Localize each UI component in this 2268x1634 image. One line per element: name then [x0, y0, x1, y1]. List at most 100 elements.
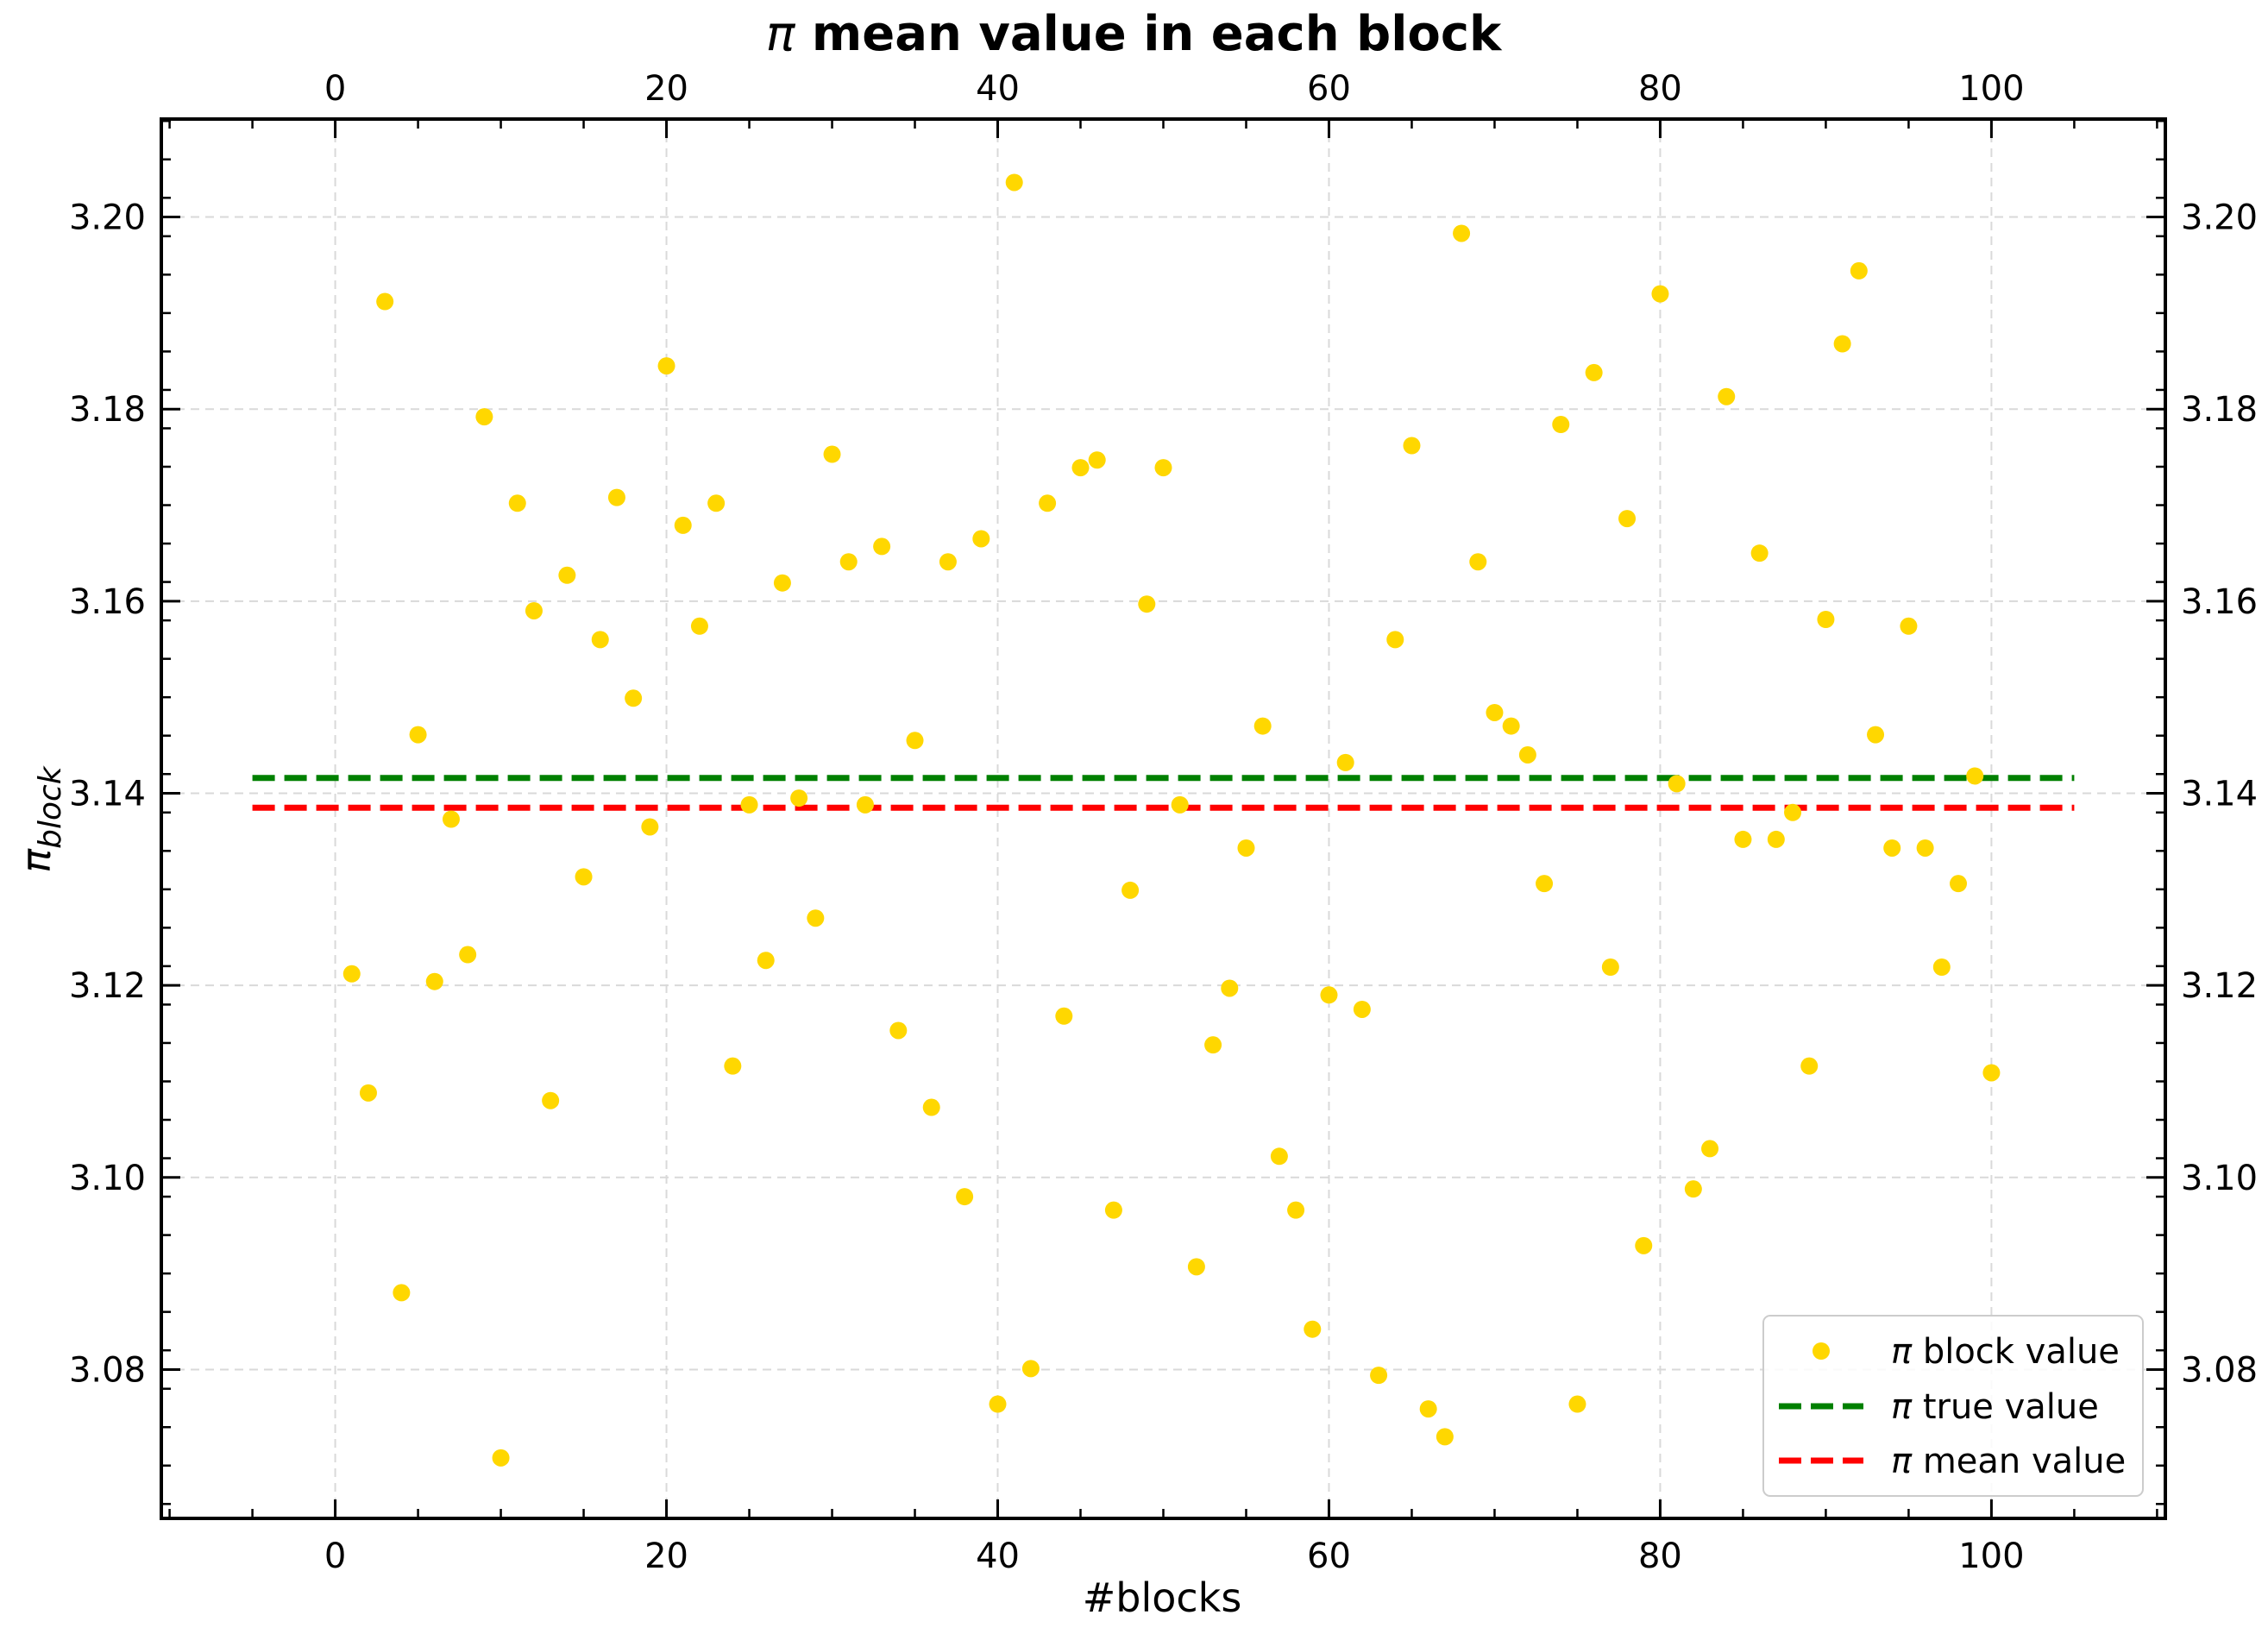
- x-tick-label-bottom: 80: [1638, 1537, 1682, 1576]
- block-value-point: [1187, 1258, 1205, 1276]
- block-value-point: [625, 689, 643, 707]
- block-value-point: [1370, 1367, 1388, 1385]
- legend-label-true: π true value: [1891, 1387, 2099, 1427]
- block-value-point: [807, 909, 825, 927]
- legend-label-true-symbol: π: [1891, 1387, 1913, 1427]
- block-value-point: [1154, 459, 1172, 477]
- x-tick-label-top: 60: [1307, 69, 1351, 109]
- y-tick-label-left: 3.18: [69, 390, 146, 430]
- legend-marker-block: [1813, 1342, 1830, 1360]
- x-tick-label-bottom: 20: [644, 1537, 688, 1576]
- block-value-point: [525, 601, 543, 619]
- block-value-point: [607, 488, 625, 506]
- block-value-point: [425, 972, 443, 990]
- block-value-point: [1916, 839, 1934, 857]
- y-tick-label-left: 3.10: [69, 1159, 146, 1198]
- block-value-point: [1353, 1000, 1371, 1018]
- block-value-point: [1304, 1320, 1322, 1338]
- x-tick-label-top: 40: [976, 69, 1020, 109]
- x-axis-label: #blocks: [1083, 1574, 1242, 1621]
- y-tick-label-left: 3.20: [69, 198, 146, 238]
- block-value-point: [1204, 1036, 1222, 1054]
- block-value-point: [1121, 881, 1140, 899]
- legend-label-mean: π mean value: [1891, 1442, 2126, 1481]
- block-value-point: [1336, 753, 1354, 771]
- block-value-point: [1701, 1140, 1719, 1158]
- block-value-point: [707, 494, 726, 512]
- block-value-point: [1386, 631, 1404, 649]
- block-value-point: [1436, 1428, 1454, 1446]
- block-value-point: [1817, 611, 1835, 629]
- block-value-point: [1552, 416, 1570, 434]
- chart-title-symbol: π: [766, 6, 796, 62]
- block-value-point: [1518, 745, 1536, 764]
- block-value-point: [873, 537, 891, 556]
- block-value-point: [591, 631, 609, 649]
- chart-title-text: mean value in each block: [812, 6, 1503, 62]
- y-axis-label-subscript: block: [33, 764, 68, 849]
- ticks-layer: 0 0 20 20 40 40 60 60 80 80 100 100 3.08 3.08 3.10 3.10…: [69, 69, 2258, 1576]
- block-value-point: [1601, 958, 1619, 976]
- legend: π block value π true value π mean value: [1762, 1315, 2144, 1497]
- block-value-point: [1502, 717, 1520, 735]
- block-value-point: [1486, 703, 1504, 721]
- legend-label-true-text: true value: [1923, 1387, 2099, 1427]
- x-tick-label-top: 80: [1638, 69, 1682, 109]
- points-layer: [342, 173, 2001, 1467]
- block-value-point: [1966, 767, 1984, 785]
- block-value-point: [922, 1098, 940, 1116]
- block-value-point: [823, 445, 841, 463]
- block-value-point: [1568, 1395, 1586, 1413]
- legend-label-mean-symbol: π: [1891, 1442, 1913, 1481]
- block-value-point: [1982, 1064, 2001, 1082]
- block-value-point: [1784, 803, 1802, 821]
- block-value-point: [1021, 1360, 1040, 1378]
- block-value-point: [773, 574, 791, 592]
- block-value-point: [359, 1084, 377, 1102]
- y-tick-label-right: 3.08: [2181, 1350, 2258, 1390]
- block-value-point: [856, 795, 874, 814]
- block-value-point: [724, 1057, 742, 1075]
- block-value-point: [393, 1284, 411, 1302]
- y-tick-label-right: 3.18: [2181, 390, 2258, 430]
- block-value-point: [1651, 285, 1669, 303]
- block-value-point: [1055, 1007, 1073, 1025]
- block-value-point: [1833, 335, 1851, 353]
- grid-layer: [161, 119, 2165, 1518]
- y-tick-label-right: 3.14: [2181, 774, 2258, 814]
- block-value-point: [1138, 595, 1156, 613]
- block-value-point: [575, 868, 593, 886]
- block-value-point: [1005, 173, 1023, 192]
- block-value-point: [475, 408, 493, 426]
- block-value-point: [1635, 1236, 1653, 1254]
- block-value-point: [956, 1188, 974, 1206]
- block-value-point: [790, 789, 808, 808]
- y-tick-label-right: 3.20: [2181, 198, 2258, 238]
- block-value-point: [939, 553, 957, 571]
- block-value-point: [492, 1449, 510, 1467]
- block-value-point: [542, 1091, 560, 1109]
- x-tick-label-top: 0: [324, 69, 346, 109]
- block-value-point: [1932, 958, 1951, 976]
- block-value-point: [1767, 830, 1785, 848]
- block-value-point: [1883, 839, 1901, 857]
- block-value-point: [1171, 795, 1189, 814]
- block-value-point: [1900, 617, 1918, 635]
- block-value-point: [558, 566, 576, 584]
- block-value-point: [989, 1395, 1007, 1413]
- block-value-point: [1684, 1180, 1702, 1198]
- block-value-point: [442, 810, 460, 828]
- block-value-point: [674, 516, 692, 534]
- y-tick-label-right: 3.16: [2181, 582, 2258, 622]
- legend-label-block-symbol: π: [1891, 1332, 1913, 1372]
- y-tick-label-left: 3.14: [69, 774, 146, 814]
- block-value-point: [342, 965, 361, 983]
- block-value-point: [1750, 544, 1769, 562]
- block-value-point: [1453, 224, 1471, 242]
- block-value-point: [1088, 451, 1106, 469]
- block-value-point: [459, 946, 477, 964]
- x-tick-label-bottom: 60: [1307, 1537, 1351, 1576]
- x-tick-label-bottom: 100: [1958, 1537, 2024, 1576]
- block-value-point: [1039, 494, 1057, 512]
- block-value-point: [839, 553, 858, 571]
